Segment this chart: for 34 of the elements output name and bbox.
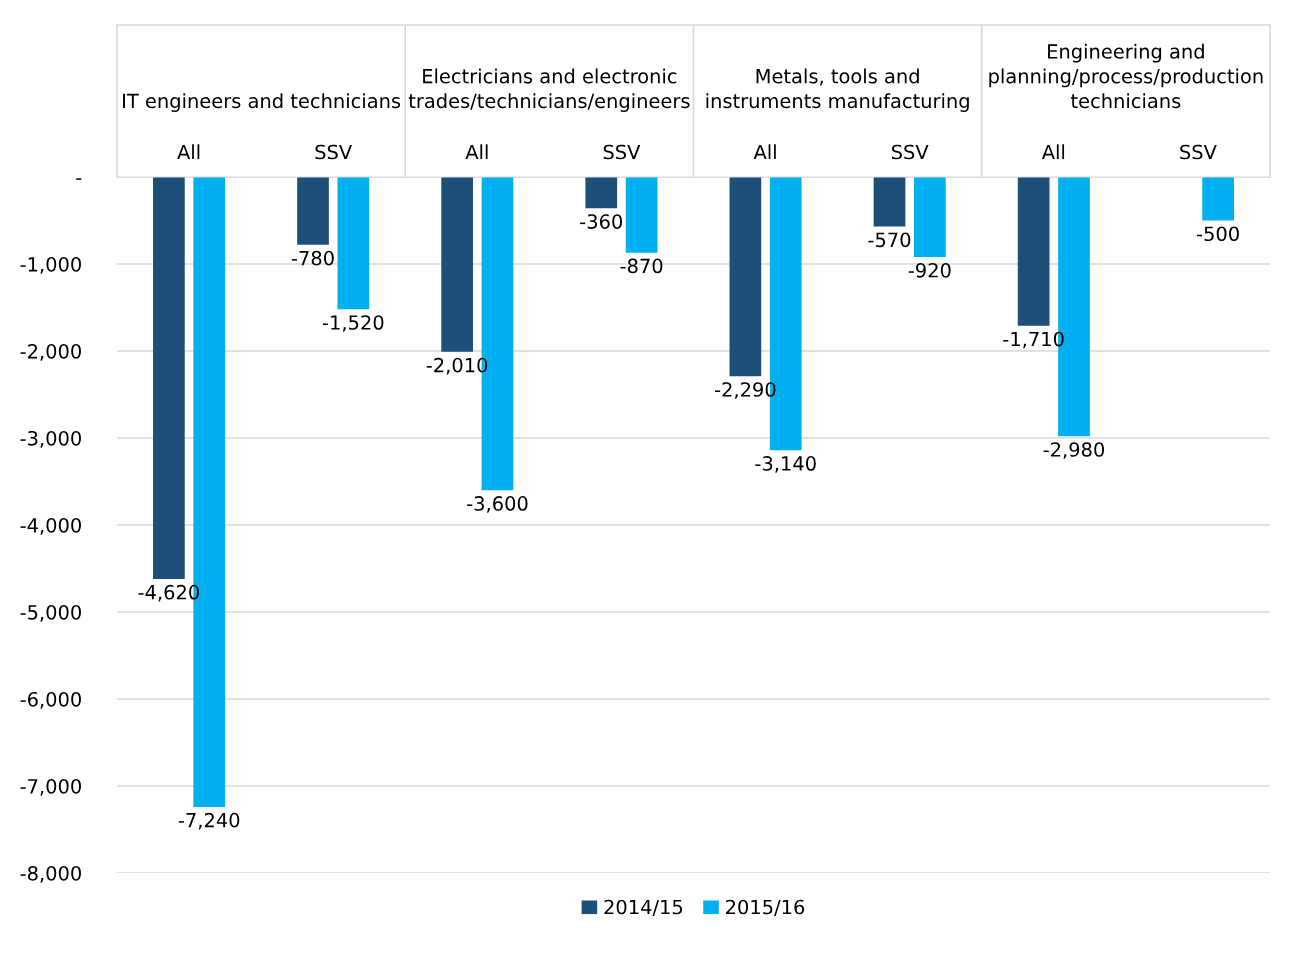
text: Metals, tools and instruments manufacturing: [706, 68, 969, 112]
data-label: -3,140: [755, 456, 816, 473]
x-tick-label: SSV: [891, 144, 929, 160]
data-label: -1,520: [322, 315, 384, 332]
x-tick-label: All: [177, 144, 200, 160]
y-tick-label: -5,000: [20, 604, 81, 622]
data-label: -920: [908, 262, 951, 278]
data-label: -7,240: [178, 812, 240, 830]
y-tick-label: -2,000: [20, 343, 81, 361]
x-tick-label: SSV: [315, 144, 353, 160]
x-tick-label: All: [465, 144, 488, 160]
data-label: -570: [868, 232, 911, 248]
y-tick-label: -7,000: [20, 778, 81, 796]
x-tick-label: SSV: [603, 144, 641, 160]
text: Engineering and planning/process/production technicians: [989, 43, 1263, 109]
data-label: -780: [291, 250, 334, 266]
y-tick-label: -: [76, 178, 82, 180]
x-tick-label: SSV: [1180, 144, 1217, 160]
text: Electricians and electronic trades/technicians/engineers: [408, 68, 690, 112]
y-tick-label: -3,000: [20, 430, 81, 448]
legend-label: 2015/16: [726, 899, 805, 916]
data-label: -360: [580, 214, 623, 229]
y-tick-label: -4,000: [20, 517, 81, 535]
data-label: -2,980: [1043, 442, 1105, 459]
y-tick-label: -8,000: [20, 865, 81, 883]
y-tick-label: -1,000: [20, 256, 81, 274]
x-tick-label: All: [1041, 144, 1065, 160]
y-tick-label: -6,000: [20, 691, 81, 709]
x-tick-label: All: [753, 144, 776, 160]
data-label: -870: [620, 258, 663, 274]
legend-label: 2014/15: [604, 899, 683, 916]
data-label: -3,600: [467, 496, 528, 513]
data-label: -500: [1197, 226, 1239, 242]
text: IT engineers and technicians: [123, 93, 401, 112]
